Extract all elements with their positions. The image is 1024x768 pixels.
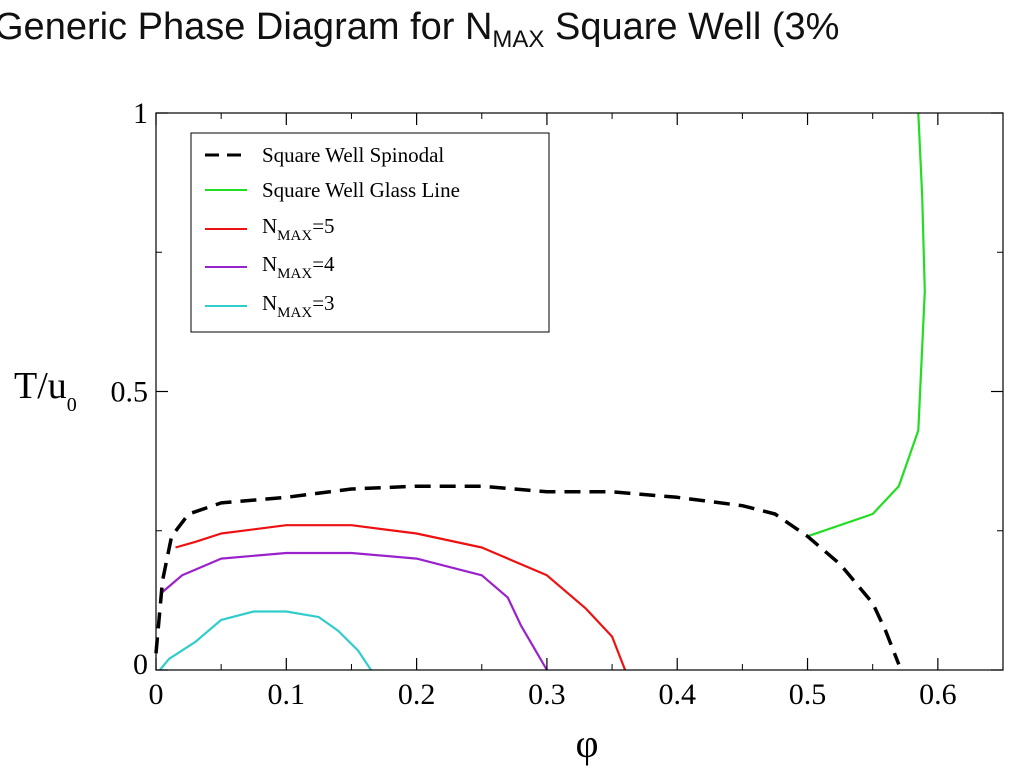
axis-ticks — [155, 112, 1004, 671]
plot-lines — [154, 112, 926, 671]
x-tick-label: 0.2 — [398, 678, 436, 711]
legend-label-nmax4: NMAX=4 — [262, 252, 335, 282]
x-tick-label: 0.4 — [658, 678, 696, 711]
legend-label-nmax5: NMAX=5 — [262, 214, 335, 244]
y-axis-label: T/u0 — [14, 365, 77, 416]
x-tick-label: 0.1 — [268, 678, 306, 711]
y-tick-label: 0 — [133, 648, 148, 681]
slide-title-tail: Square Well (3% — [544, 6, 840, 48]
y-tick-label: 1 — [133, 97, 148, 130]
slide-title-subscript: MAX — [492, 26, 545, 53]
series-line-glass — [807, 112, 926, 538]
x-tick-label: 0.3 — [528, 678, 566, 711]
legend: Square Well Spinodal Square Well Glass L… — [190, 132, 550, 333]
legend-label-glass-line: Square Well Glass Line — [262, 178, 460, 202]
x-axis-label: φ — [575, 721, 598, 766]
x-tick-label: 0.5 — [789, 678, 827, 711]
legend-label-nmax3: NMAX=3 — [262, 291, 335, 321]
legend-label-spinodal: Square Well Spinodal — [262, 143, 444, 167]
series-line-nmax5 — [175, 524, 627, 671]
slide-title-main: Generic Phase Diagram for N — [0, 6, 493, 48]
series-line-nmax3 — [159, 610, 372, 671]
y-tick-label: 0.5 — [111, 376, 149, 409]
slide-title: Generic Phase Diagram for NMAX Square We… — [0, 6, 1024, 54]
series-line-nmax4 — [161, 551, 548, 671]
x-tick-label: 0.6 — [919, 678, 957, 711]
tick-labels: 0 0.1 0.2 0.3 0.4 0.5 0.6 0 0.5 1 — [111, 97, 957, 711]
x-tick-label: 0 — [149, 678, 164, 711]
series-line-spinodal — [154, 484, 901, 666]
legend-box — [190, 132, 550, 333]
